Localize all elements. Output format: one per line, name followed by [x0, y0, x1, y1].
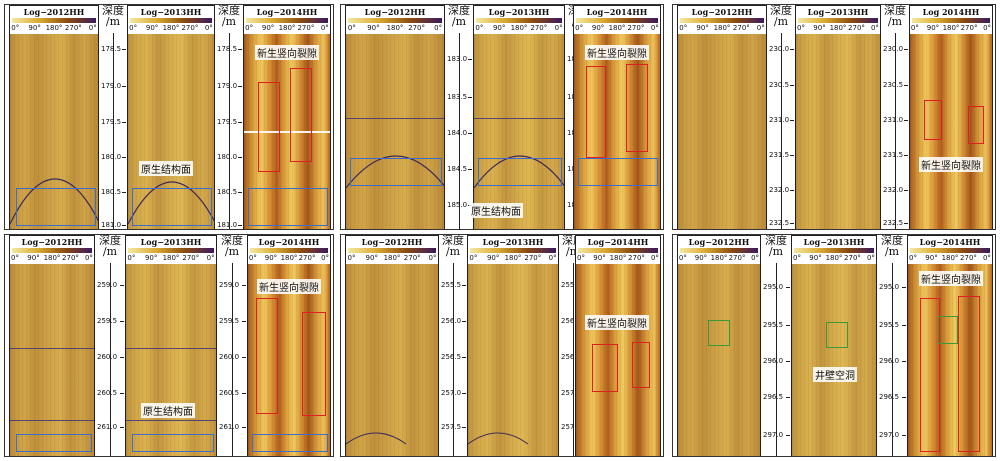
- track-title: Log−2012HH: [23, 7, 85, 17]
- log-panel-6: Log−2012HH 0° 90° 180° 270° 0° 深度/m 295.0 29…: [672, 234, 996, 457]
- log-panel-1: Log−2012HH 0° 90° 180° 270° 0° 深度/m 178.5 17…: [4, 4, 334, 230]
- track-2014: Log−2014HH 0° 90° 180° 270° 0°: [243, 5, 331, 229]
- angle-row: 0° 90° 180° 270° 0°: [11, 24, 97, 32]
- color-scale-bar: [12, 18, 96, 23]
- borehole-image: [10, 34, 98, 229]
- annotation-label: 新生竖向裂隙: [255, 45, 319, 60]
- depth-header: 深度/m: [102, 4, 124, 28]
- log-panel-5: Log−2012HH 0° 90° 180° 270° 0° 深度/m 255.5 25…: [340, 234, 664, 457]
- structure-plane-box: [16, 188, 96, 226]
- cavity-box: [708, 320, 730, 346]
- track-2013: Log−2013HH 0° 90° 180° 270° 0°: [127, 5, 215, 229]
- log-panel-4: Log−2012HH 0° 90° 180° 270° 0° 深度/m 259.0 25…: [4, 234, 334, 457]
- track-2012: Log−2012HH 0° 90° 180° 270° 0°: [9, 5, 99, 229]
- annotation-label: 原生结构面: [139, 161, 193, 176]
- log-panel-3: Log−2012HH 0° 90° 180° 270° 0° 深度/m 230.0 23…: [672, 4, 996, 230]
- log-panel-2: Log−2012HH 0° 90° 180° 270° 0° 深度/m 183.0 18…: [340, 4, 664, 230]
- depth-column: 深度/m 178.5 179.0 179.5 180.0 180.5 181.0: [99, 4, 127, 229]
